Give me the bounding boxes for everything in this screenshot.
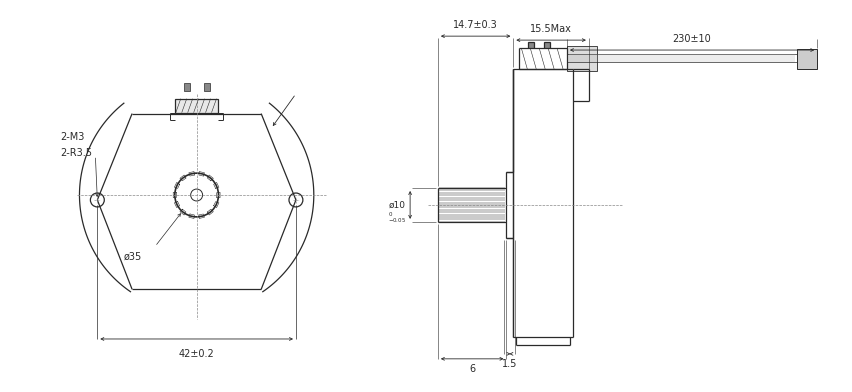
Text: 230±10: 230±10 bbox=[673, 34, 711, 44]
Text: 2-M3: 2-M3 bbox=[60, 132, 85, 142]
Text: 1.5: 1.5 bbox=[502, 359, 517, 369]
Bar bbox=[797, 49, 817, 69]
Text: 42±0.2: 42±0.2 bbox=[179, 349, 215, 359]
Bar bbox=[175, 99, 218, 113]
Bar bbox=[528, 42, 534, 48]
Text: ø10: ø10 bbox=[389, 200, 406, 209]
Bar bbox=[544, 42, 550, 48]
Bar bbox=[184, 83, 190, 91]
Text: ø35: ø35 bbox=[124, 252, 142, 261]
Text: 2-R3.5: 2-R3.5 bbox=[60, 148, 93, 158]
Text: 14.7±0.3: 14.7±0.3 bbox=[453, 20, 498, 30]
Text: 6: 6 bbox=[469, 364, 475, 374]
Bar bbox=[204, 83, 210, 91]
Bar bbox=[567, 46, 596, 71]
Text: 15.5Max: 15.5Max bbox=[530, 24, 572, 34]
Text: $^{0}_{-0.05}$: $^{0}_{-0.05}$ bbox=[389, 210, 406, 225]
